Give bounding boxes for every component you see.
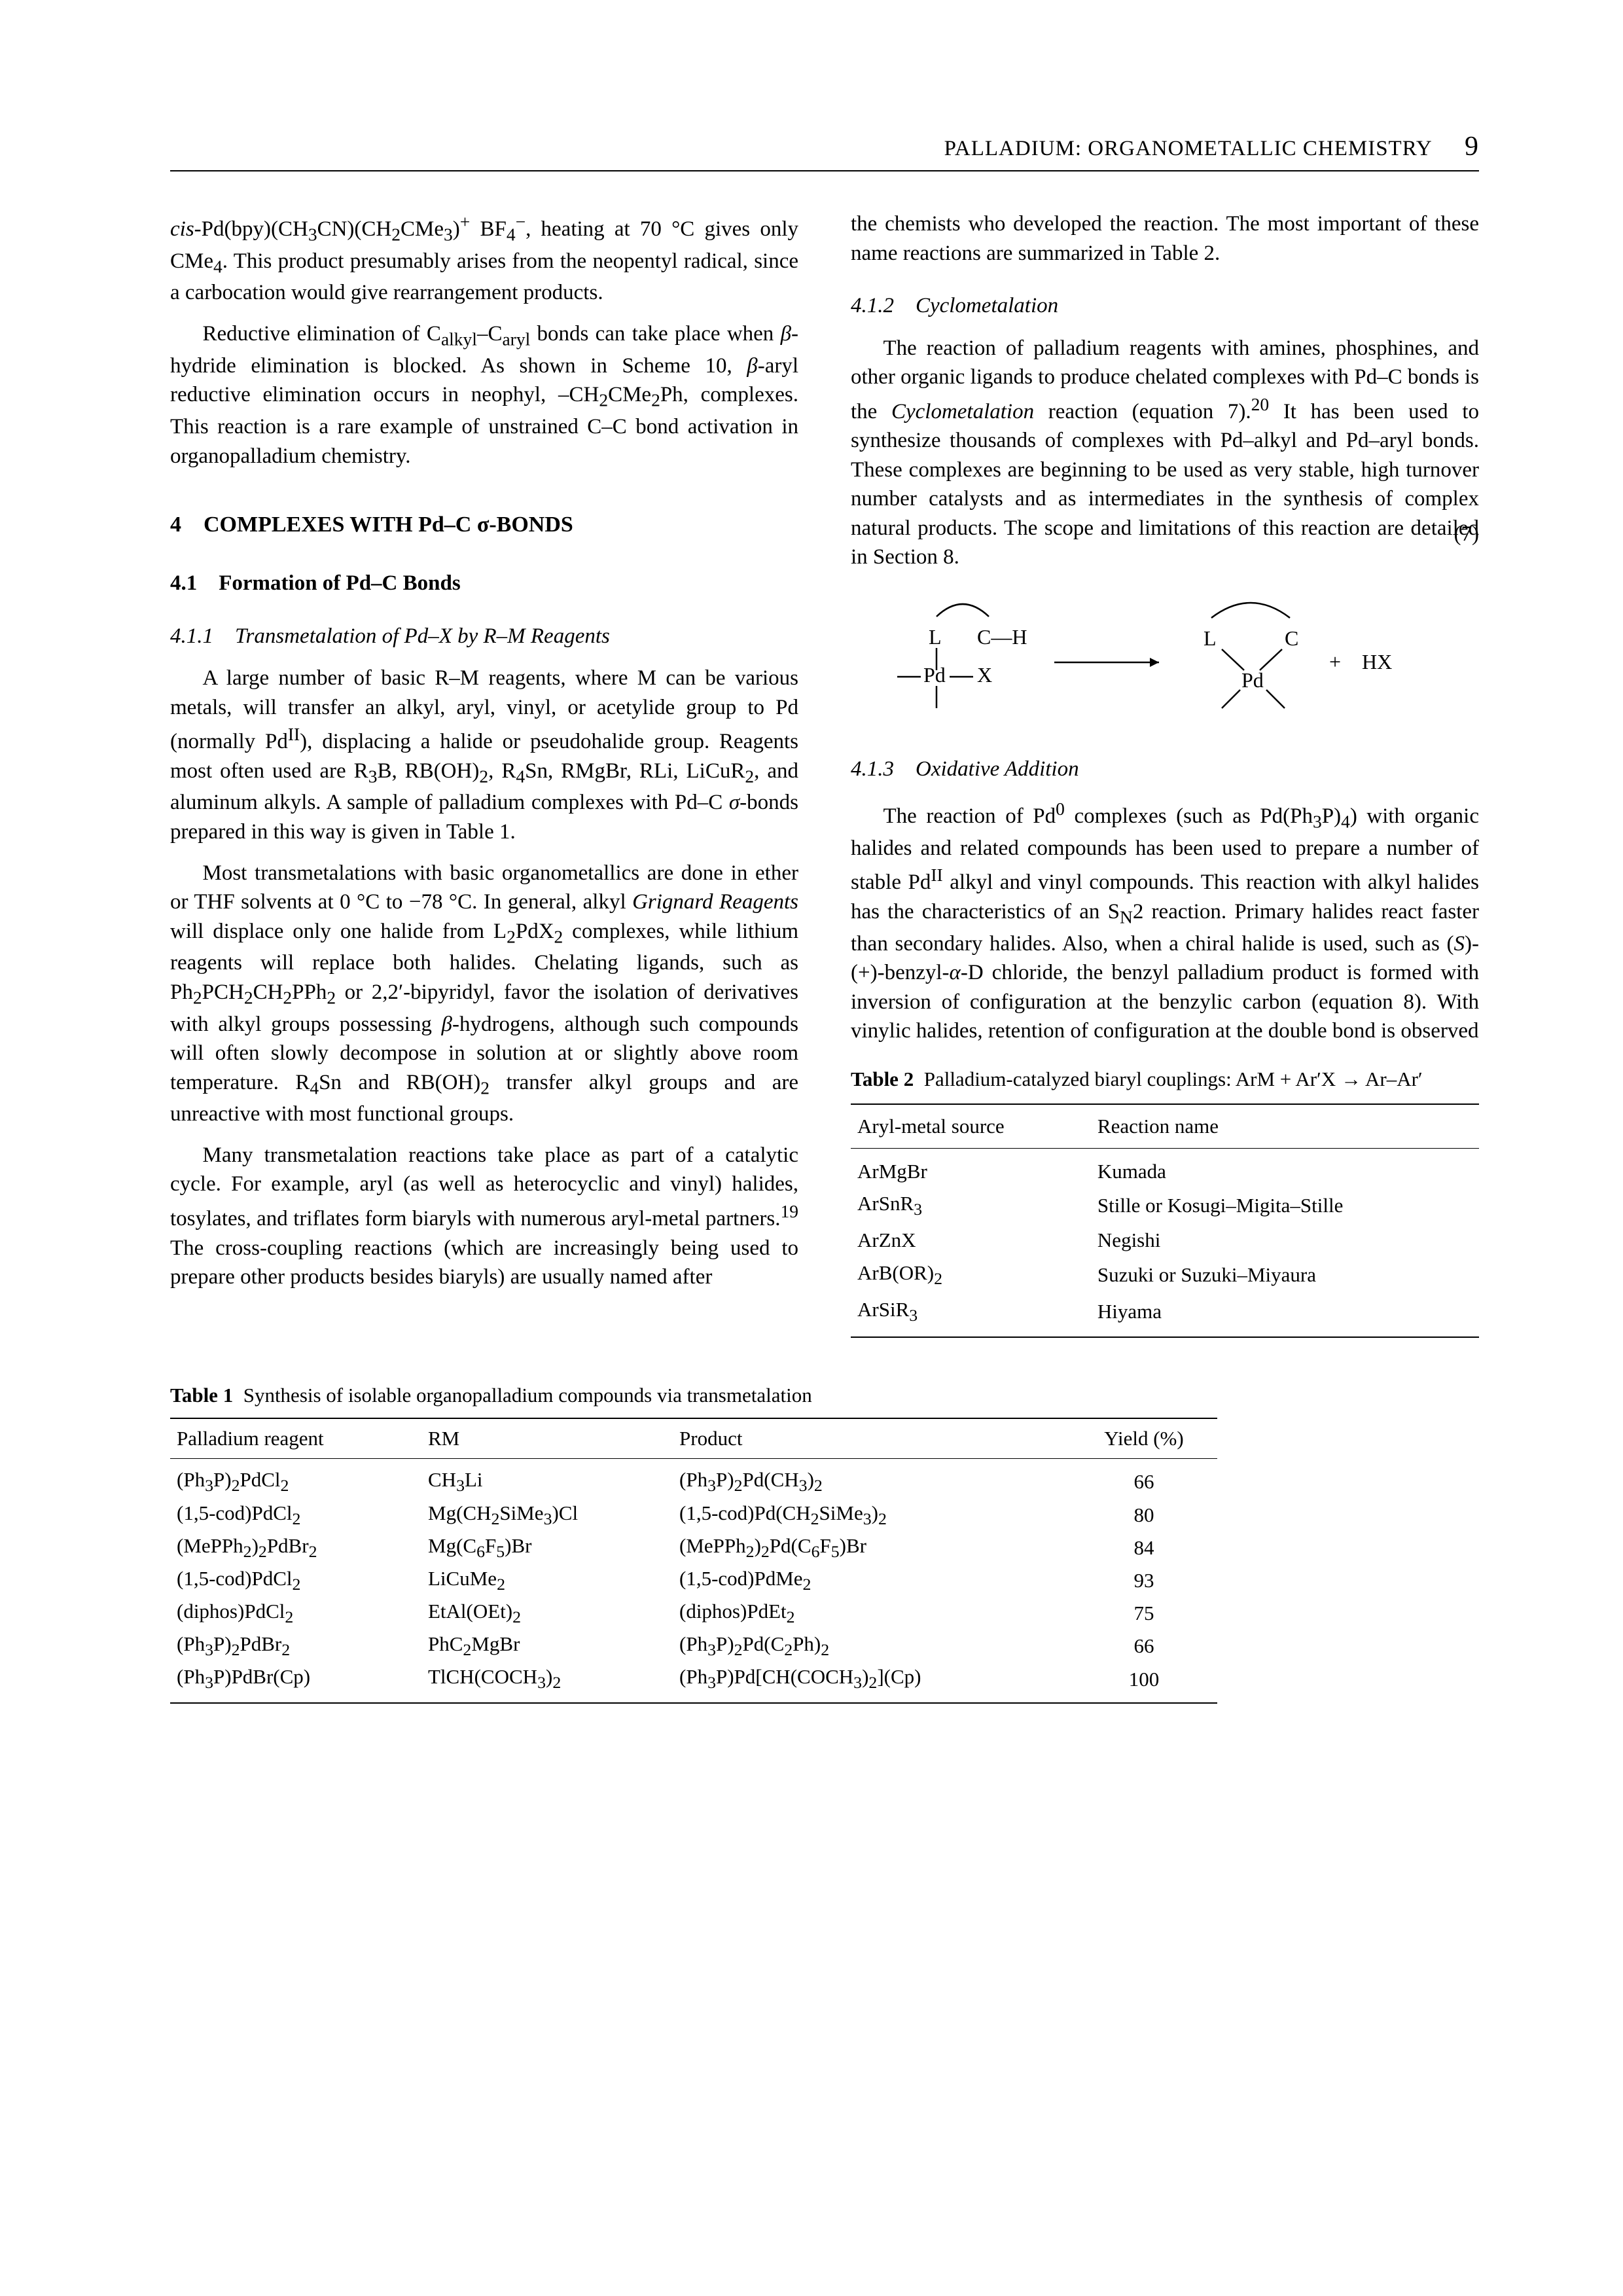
body-paragraph: Reductive elimination of Calkyl–Caryl bo… [170, 319, 798, 471]
table-cell: (Ph3P)2Pd(CH3)2 [673, 1459, 1071, 1499]
scheme-label: C [1285, 626, 1298, 650]
table-cell: 66 [1071, 1459, 1217, 1499]
table-cell: 93 [1071, 1564, 1217, 1597]
table-header-cell: Yield (%) [1071, 1418, 1217, 1459]
table-cell: ArSiR3 [851, 1293, 1091, 1337]
table-cell: (Ph3P)2PdCl2 [170, 1459, 421, 1499]
table-cell: (1,5-cod)PdCl2 [170, 1499, 421, 1532]
scheme-label: + [1329, 650, 1341, 673]
table-cell: Negishi [1091, 1224, 1479, 1257]
table-header-cell: Product [673, 1418, 1071, 1459]
table-cell: (Ph3P)2PdBr2 [170, 1630, 421, 1662]
body-paragraph: A large number of basic R–M reagents, wh… [170, 664, 798, 846]
table-cell: 80 [1071, 1499, 1217, 1532]
left-column: cis-Pd(bpy)(CH3CN)(CH2CMe3)+ BF4−, heati… [170, 209, 798, 1338]
table-row: (Ph3P)2PdBr2PhC2MgBr(Ph3P)2Pd(C2Ph)266 [170, 1630, 1217, 1662]
header-rule [170, 170, 1479, 171]
table-header-cell: Reaction name [1091, 1104, 1479, 1148]
table-cell: Stille or Kosugi–Migita–Stille [1091, 1187, 1479, 1224]
table-row: ArZnXNegishi [851, 1224, 1479, 1257]
table-cell: Mg(C6F5)Br [421, 1532, 673, 1564]
body-paragraph: Many transmetalation reactions take plac… [170, 1141, 798, 1292]
subsubsection-heading: 4.1.2 Cyclometalation [851, 291, 1479, 321]
body-paragraph: Most transmetalations with basic organom… [170, 859, 798, 1129]
running-header: PALLADIUM: ORGANOMETALLIC CHEMISTRY 9 [944, 131, 1479, 162]
table-row: ArMgBrKumada [851, 1148, 1479, 1187]
table-cell: Mg(CH2SiMe3)Cl [421, 1499, 673, 1532]
table-cell: ArMgBr [851, 1148, 1091, 1187]
table-row: (1,5-cod)PdCl2Mg(CH2SiMe3)Cl(1,5-cod)Pd(… [170, 1499, 1217, 1532]
scheme-label: L [1204, 626, 1217, 650]
table-cell: Suzuki or Suzuki–Miyaura [1091, 1257, 1479, 1293]
scheme-label: X [977, 663, 992, 687]
body-paragraph: The reaction of Pd0 complexes (such as P… [851, 797, 1479, 1046]
table-row: (MePPh2)2PdBr2Mg(C6F5)Br(MePPh2)2Pd(C6F5… [170, 1532, 1217, 1564]
page-number: 9 [1465, 131, 1479, 162]
subsubsection-heading: 4.1.1 Transmetalation of Pd–X by R–M Rea… [170, 622, 798, 651]
table-1: Table 1 Synthesis of isolable organopall… [170, 1384, 1479, 1703]
table-cell: Kumada [1091, 1148, 1479, 1187]
table-cell: (1,5-cod)PdCl2 [170, 1564, 421, 1597]
table-header-cell: Palladium reagent [170, 1418, 421, 1459]
body-paragraph: cis-Pd(bpy)(CH3CN)(CH2CMe3)+ BF4−, heati… [170, 209, 798, 308]
body-paragraph: The reaction of palladium reagents with … [851, 334, 1479, 572]
table-row: ArSiR3Hiyama [851, 1293, 1479, 1337]
subsubsection-heading: 4.1.3 Oxidative Addition [851, 755, 1479, 784]
table-cell: 84 [1071, 1532, 1217, 1564]
table-cell: TlCH(COCH3)2 [421, 1662, 673, 1702]
table-header-cell: Aryl-metal source [851, 1104, 1091, 1148]
table-row: ArSnR3Stille or Kosugi–Migita–Stille [851, 1187, 1479, 1224]
table-cell: PhC2MgBr [421, 1630, 673, 1662]
scheme-label: HX [1362, 650, 1392, 673]
table-cell: 100 [1071, 1662, 1217, 1702]
scheme-label: Pd [1241, 668, 1264, 692]
table-cell: (Ph3P)2Pd(C2Ph)2 [673, 1630, 1071, 1662]
table-cell: (MePPh2)2Pd(C6F5)Br [673, 1532, 1071, 1564]
table-cell: (Ph3P)Pd[CH(COCH3)2](Cp) [673, 1662, 1071, 1702]
table-2: Table 2 Palladium-catalyzed biaryl coupl… [851, 1066, 1479, 1338]
table-2-table: Aryl-metal source Reaction name ArMgBrKu… [851, 1103, 1479, 1338]
table-row: (Ph3P)PdBr(Cp)TlCH(COCH3)2(Ph3P)Pd[CH(CO… [170, 1662, 1217, 1702]
scheme-label: C—H [977, 625, 1027, 649]
subsection-heading: 4.1 Formation of Pd–C Bonds [170, 569, 798, 598]
table-caption: Table 1 Synthesis of isolable organopall… [170, 1384, 1479, 1407]
table-1-body: (Ph3P)2PdCl2CH3Li(Ph3P)2Pd(CH3)266(1,5-c… [170, 1459, 1217, 1703]
table-1-table: Palladium reagent RM Product Yield (%) (… [170, 1418, 1217, 1703]
table-header-cell: RM [421, 1418, 673, 1459]
table-row: (1,5-cod)PdCl2LiCuMe2(1,5-cod)PdMe293 [170, 1564, 1217, 1597]
table-cell: 66 [1071, 1630, 1217, 1662]
table-cell: (MePPh2)2PdBr2 [170, 1532, 421, 1564]
table-cell: ArSnR3 [851, 1187, 1091, 1224]
table-cell: Hiyama [1091, 1293, 1479, 1337]
table-2-body: ArMgBrKumadaArSnR3Stille or Kosugi–Migit… [851, 1148, 1479, 1337]
scheme-svg: L C—H Pd X L C [858, 592, 1447, 723]
table-cell: LiCuMe2 [421, 1564, 673, 1597]
table-row: ArB(OR)2Suzuki or Suzuki–Miyaura [851, 1257, 1479, 1293]
scheme-label: Pd [923, 663, 946, 687]
body-paragraph: the chemists who developed the reaction.… [851, 209, 1479, 268]
table-row: (diphos)PdCl2EtAl(OEt)2(diphos)PdEt275 [170, 1597, 1217, 1630]
table-caption: Table 2 Palladium-catalyzed biaryl coupl… [851, 1066, 1479, 1093]
scheme-label: L [929, 625, 942, 649]
table-cell: 75 [1071, 1597, 1217, 1630]
table-cell: EtAl(OEt)2 [421, 1597, 673, 1630]
table-cell: (diphos)PdEt2 [673, 1597, 1071, 1630]
table-cell: (1,5-cod)PdMe2 [673, 1564, 1071, 1597]
table-cell: (1,5-cod)Pd(CH2SiMe3)2 [673, 1499, 1071, 1532]
two-column-body: cis-Pd(bpy)(CH3CN)(CH2CMe3)+ BF4−, heati… [170, 209, 1479, 1338]
equation-number: (7) [1454, 520, 1479, 549]
table-cell: ArB(OR)2 [851, 1257, 1091, 1293]
page: PALLADIUM: ORGANOMETALLIC CHEMISTRY 9 ci… [0, 0, 1623, 2296]
table-cell: ArZnX [851, 1224, 1091, 1257]
table-row: (Ph3P)2PdCl2CH3Li(Ph3P)2Pd(CH3)266 [170, 1459, 1217, 1499]
table-cell: CH3Li [421, 1459, 673, 1499]
section-heading: 4 COMPLEXES WITH Pd–C σ-BONDS [170, 510, 798, 540]
table-cell: (Ph3P)PdBr(Cp) [170, 1662, 421, 1702]
running-title: PALLADIUM: ORGANOMETALLIC CHEMISTRY [944, 137, 1433, 161]
right-column: the chemists who developed the reaction.… [851, 209, 1479, 1338]
reaction-scheme-eq7: L C—H Pd X L C [851, 592, 1479, 731]
table-cell: (diphos)PdCl2 [170, 1597, 421, 1630]
